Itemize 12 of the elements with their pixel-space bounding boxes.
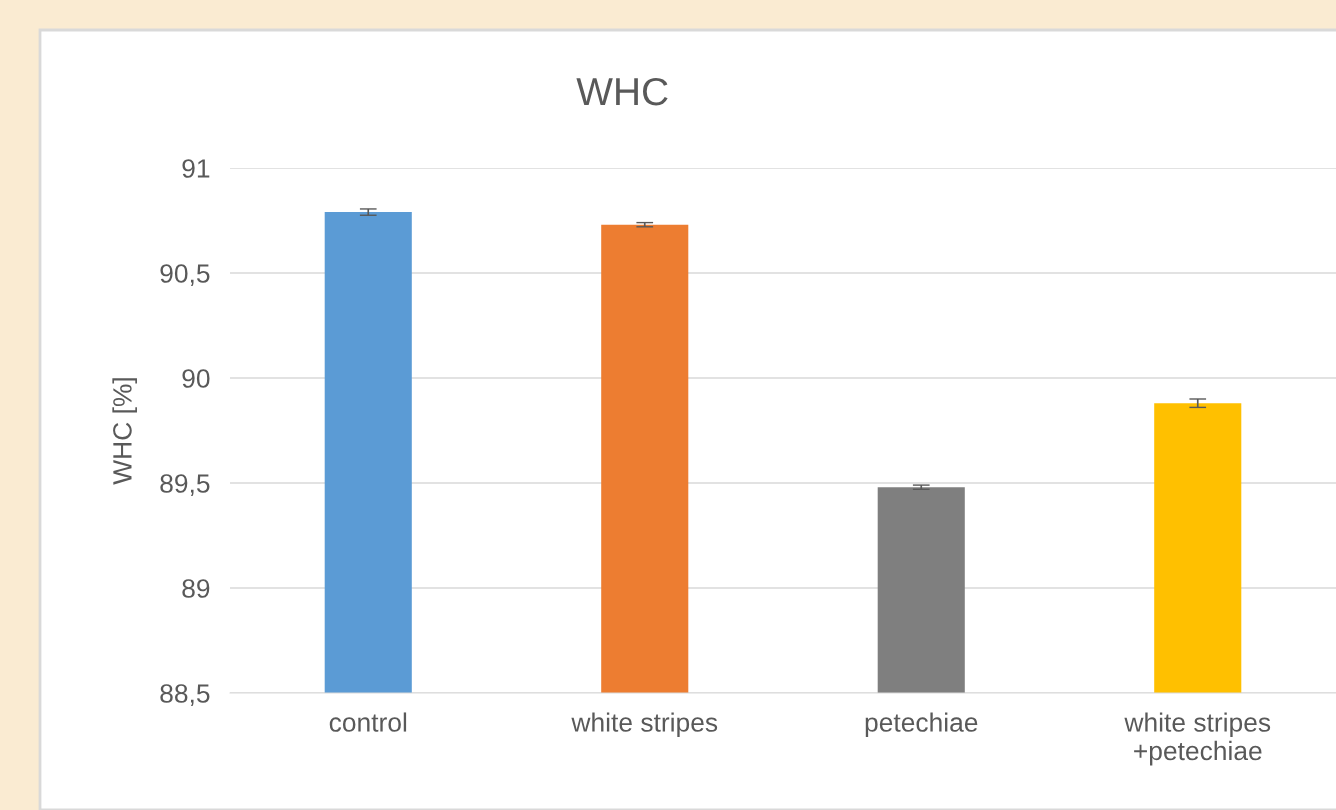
x-tick-label: white stripes [571, 712, 718, 738]
y-tick-label: 88,5 [160, 684, 210, 706]
y-tick-label: 90,5 [160, 264, 210, 286]
y-tick-label: 90 [182, 369, 210, 388]
x-tick-label: white stripes +petechiae [1124, 712, 1271, 766]
x-tick-label: petechiae [865, 712, 978, 738]
y-tick-label: 91 [182, 159, 210, 178]
x-tick-label: control [329, 712, 407, 732]
y-tick-label: 89,5 [160, 474, 210, 496]
y-tick-label: 89 [182, 579, 210, 598]
chart-title: WHC [576, 77, 668, 106]
y-axis-title: WHC [%] [112, 378, 137, 485]
